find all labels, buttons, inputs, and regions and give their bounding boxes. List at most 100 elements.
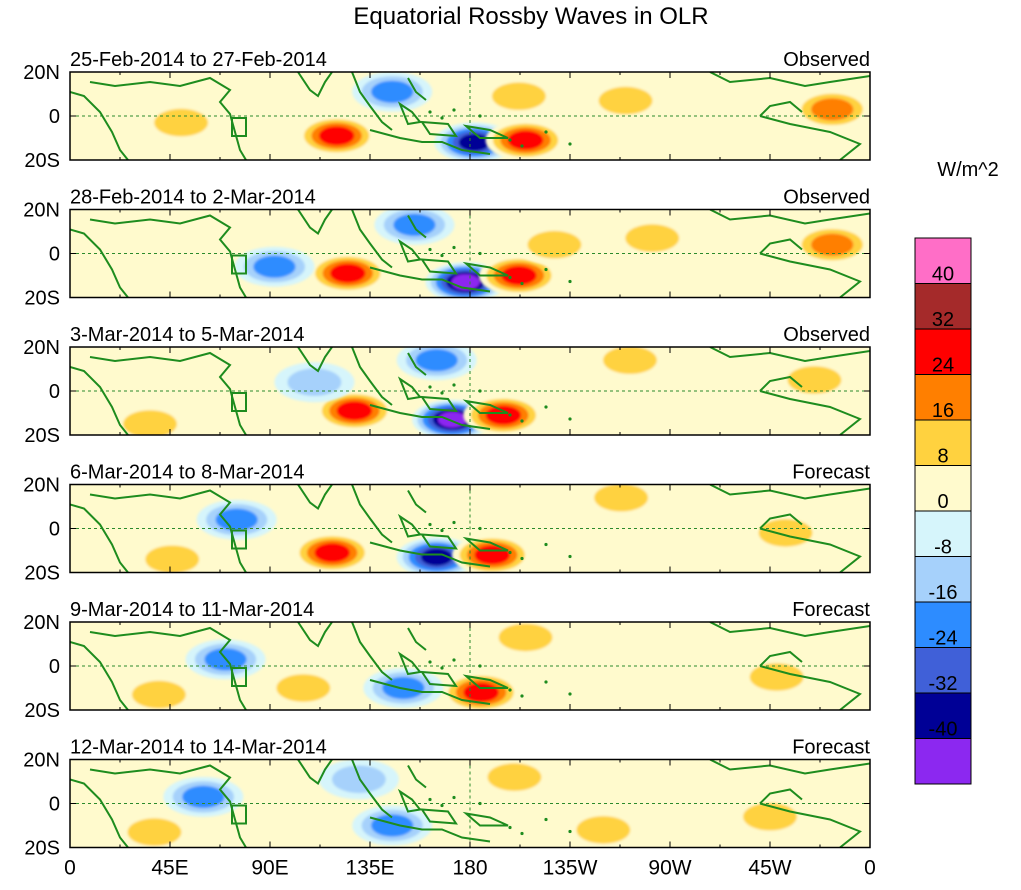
anomaly-cell bbox=[478, 76, 559, 117]
colorbar-label: -32 bbox=[929, 673, 958, 695]
index-box bbox=[231, 529, 247, 550]
chart-title: Equatorial Rossby Waves in OLR bbox=[353, 3, 708, 30]
panel-status: Forecast bbox=[792, 462, 870, 484]
anomaly-cell bbox=[396, 347, 477, 381]
panel: 12-Mar-2014 to 14-Mar-2014 Forecast20N020… bbox=[23, 737, 871, 860]
anomaly-cell bbox=[485, 120, 566, 160]
colorbar-swatch bbox=[914, 328, 972, 375]
anomaly-cell bbox=[612, 218, 693, 259]
colorbar-label: -8 bbox=[934, 537, 952, 559]
anomaly-cell bbox=[296, 115, 377, 156]
panel-status: Observed bbox=[783, 187, 870, 209]
x-tick-label: 0 bbox=[64, 857, 76, 880]
anomaly-cell bbox=[352, 805, 433, 846]
index-box bbox=[231, 392, 247, 412]
anomaly-cell bbox=[581, 484, 662, 518]
colorbar-swatch bbox=[914, 738, 972, 785]
anomaly-cell bbox=[141, 102, 222, 143]
coastlines bbox=[70, 72, 870, 160]
panel-period: 3-Mar-2014 to 5-Mar-2014 bbox=[70, 324, 305, 346]
anomaly-cell bbox=[485, 622, 566, 658]
anomaly-cell bbox=[274, 362, 355, 403]
anomaly-cell bbox=[514, 224, 595, 265]
anomaly-cell bbox=[314, 390, 395, 431]
anomaly-cell bbox=[478, 255, 559, 296]
y-tick-label: 0 bbox=[49, 794, 60, 816]
panel-period: 28-Feb-2014 to 2-Mar-2014 bbox=[70, 187, 316, 209]
y-tick-label: 0 bbox=[49, 656, 60, 678]
anomaly-cell bbox=[234, 246, 315, 287]
anomaly-cell bbox=[263, 668, 344, 708]
coastlines bbox=[70, 347, 870, 435]
coastlines bbox=[70, 622, 870, 710]
anomaly-cell bbox=[792, 224, 870, 265]
panel: 28-Feb-2014 to 2-Mar-2014 Observed 20N 0 20S bbox=[23, 187, 871, 310]
coastlines bbox=[70, 484, 870, 573]
anomaly-cell bbox=[463, 395, 544, 435]
x-axis: 0 45E 90E 135E 180 135W 90W 45W 0 bbox=[64, 857, 876, 880]
colorbar-swatch bbox=[914, 237, 972, 284]
colorbar-swatch bbox=[914, 556, 972, 603]
x-tick-label: 90E bbox=[251, 857, 288, 880]
y-tick-label: 20S bbox=[24, 425, 60, 447]
colorbar-swatch bbox=[914, 601, 972, 648]
colorbar-swatch bbox=[914, 692, 972, 739]
coastlines bbox=[70, 759, 870, 848]
colorbar-label: 40 bbox=[932, 264, 954, 286]
y-tick-label: 20S bbox=[24, 150, 60, 172]
panel-plot: 20N 0 20S bbox=[23, 750, 871, 860]
colorbar-label: -16 bbox=[929, 582, 958, 604]
y-tick-label: 20N bbox=[23, 200, 60, 222]
panel-plot: 20N 0 20S bbox=[23, 612, 871, 722]
colorbar-swatch bbox=[914, 465, 972, 512]
colorbar-label: 16 bbox=[932, 400, 954, 422]
panel: 9-Mar-2014 to 11-Mar-2014 Forecast 20N 0 20S bbox=[23, 599, 871, 722]
panel: 3-Mar-2014 to 5-Mar-2014 Observed 20N 0 20S bbox=[23, 324, 871, 447]
x-tick-label: 0 bbox=[864, 857, 876, 880]
y-tick-label: 20N bbox=[23, 62, 60, 84]
colorbar-swatch bbox=[914, 510, 972, 557]
panel-plot: 20N 0 20S bbox=[23, 337, 871, 447]
y-tick-label: 20S bbox=[24, 563, 60, 585]
anomaly-cell bbox=[292, 532, 373, 573]
x-tick-label: 135W bbox=[543, 857, 598, 880]
y-tick-label: 20N bbox=[23, 612, 60, 634]
panel: 25-Feb-2014 to 27-Feb-2014 Observed20N020… bbox=[23, 49, 871, 172]
x-tick-label: 135E bbox=[345, 857, 394, 880]
y-tick-label: 20S bbox=[24, 838, 60, 860]
panel-period: 12-Mar-2014 to 14-Mar-2014 bbox=[70, 737, 327, 759]
x-tick-label: 45E bbox=[151, 857, 188, 880]
anomaly-cell bbox=[452, 534, 533, 573]
y-tick-label: 20N bbox=[23, 750, 60, 772]
anomaly-cell bbox=[745, 512, 826, 553]
anomaly-cell bbox=[774, 360, 855, 400]
colorbar: 40 32 24 16 8 0 -8 -16 -24 -32 -40 bbox=[914, 237, 972, 785]
anomaly-cell bbox=[590, 347, 670, 381]
panel: 6-Mar-2014 to 8-Mar-2014 Forecast 20N 0 20S bbox=[23, 462, 871, 585]
anomaly-cell bbox=[307, 253, 388, 294]
y-tick-label: 0 bbox=[49, 106, 60, 128]
colorbar-swatch bbox=[914, 419, 972, 466]
anomaly-cell bbox=[114, 812, 195, 848]
panel-plot: 20N 0 20S bbox=[23, 475, 871, 585]
anomaly-cell bbox=[730, 796, 810, 837]
units-label: W/m^2 bbox=[937, 159, 999, 181]
y-tick-label: 0 bbox=[49, 244, 60, 266]
anomaly-cell bbox=[425, 262, 506, 298]
colorbar-label: 24 bbox=[932, 355, 954, 377]
colorbar-label: 8 bbox=[937, 446, 948, 468]
index-box bbox=[231, 117, 247, 137]
anomaly-cell bbox=[474, 759, 555, 798]
anomaly-cell bbox=[352, 72, 433, 112]
panel-period: 9-Mar-2014 to 11-Mar-2014 bbox=[70, 599, 314, 621]
x-tick-label: 45W bbox=[748, 857, 791, 880]
colorbar-swatch bbox=[914, 647, 972, 694]
colorbar-label: 0 bbox=[937, 491, 948, 513]
y-tick-label: 20S bbox=[24, 700, 60, 722]
y-tick-label: 0 bbox=[49, 519, 60, 541]
y-tick-label: 20N bbox=[23, 475, 60, 497]
anomaly-cell bbox=[585, 80, 666, 121]
panel-status: Observed bbox=[783, 49, 870, 71]
coastlines bbox=[70, 209, 870, 298]
